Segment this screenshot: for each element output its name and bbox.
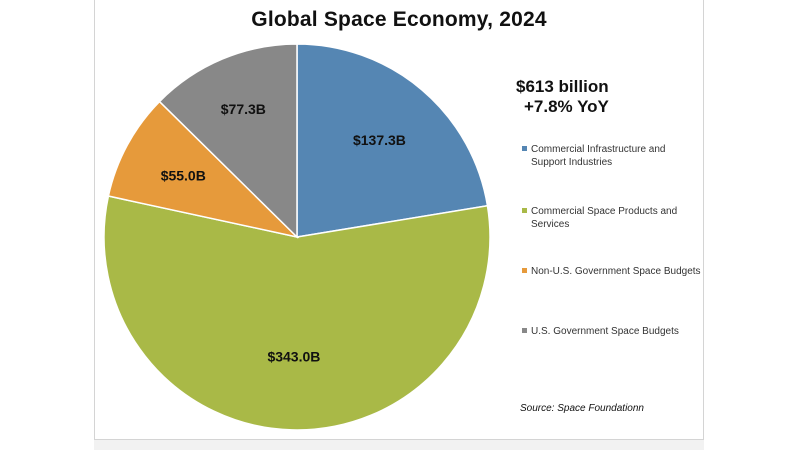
source-note: Source: Space Foundationn	[520, 403, 644, 414]
legend-swatch	[522, 146, 527, 151]
slice-value-label: $343.0B	[267, 349, 320, 365]
legend-swatch	[522, 208, 527, 213]
slice-value-label: $77.3B	[221, 101, 266, 117]
chart-title: Global Space Economy, 2024	[251, 8, 547, 31]
legend-swatch	[522, 268, 527, 273]
growth-value: +7.8% YoY	[524, 97, 609, 116]
pie-slice-2	[103, 195, 491, 431]
total-summary: $613 billion +7.8% YoY	[516, 77, 609, 117]
slice-value-label: $55.0B	[161, 167, 206, 183]
slice-value-label: $137.3B	[353, 132, 406, 148]
legend-label: Commercial Space Products and Services	[531, 206, 678, 230]
legend-label: U.S. Government Space Budgets	[531, 326, 679, 337]
legend-label: Commercial Infrastructure and Support In…	[531, 144, 666, 168]
total-value: $613 billion	[516, 77, 609, 96]
pie-slice-3	[107, 100, 300, 239]
bottom-strip	[94, 440, 704, 450]
pie-slice-4	[158, 43, 298, 239]
legend-label: Non-U.S. Government Space Budgets	[531, 266, 701, 277]
pie-slice-1	[296, 43, 489, 238]
legend-swatch	[522, 328, 527, 333]
